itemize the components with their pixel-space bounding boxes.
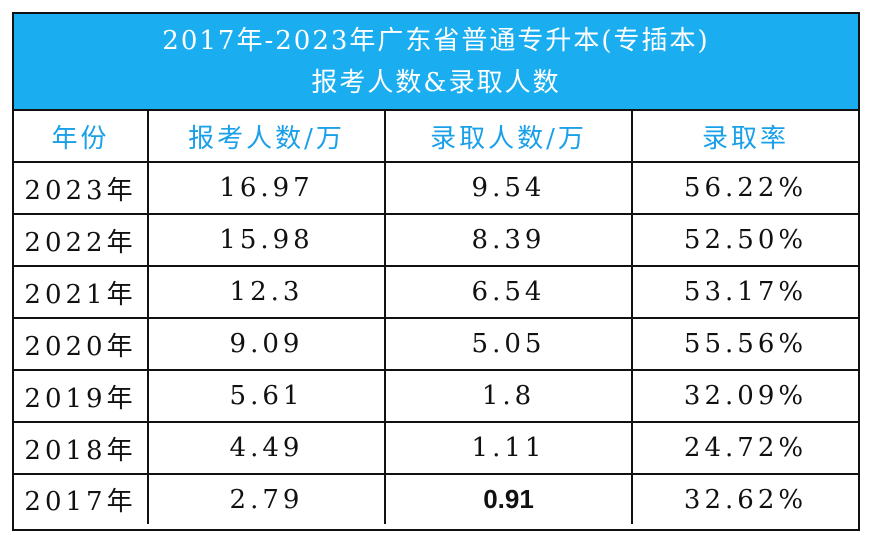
rate-cell: 56.22% xyxy=(683,173,808,203)
admitted-cell: 6.54 xyxy=(386,267,633,317)
table-row: 2018年 4.49 1.11 24.72% xyxy=(14,423,858,475)
year-cell: 2019年 xyxy=(14,371,149,421)
year-cell: 2020年 xyxy=(14,319,149,369)
table-row: 2022年 15.98 8.39 52.50% xyxy=(14,215,858,267)
column-header-admitted: 录取人数/万 xyxy=(386,111,633,161)
table-row: 2021年 12.3 6.54 53.17% xyxy=(14,267,858,319)
admitted-cell: 1.8 xyxy=(386,371,633,421)
rate-cell: 52.50% xyxy=(683,225,808,255)
year-cell: 2022年 xyxy=(14,215,149,265)
table-title-line-2: 报考人数&录取人数 xyxy=(311,67,561,98)
admitted-cell: 1.11 xyxy=(386,423,633,473)
column-header-year: 年份 xyxy=(14,111,149,161)
rate-cell: 32.62% xyxy=(683,484,808,515)
applicants-cell: 15.98 xyxy=(149,215,386,265)
column-header-row: 年份 报考人数/万 录取人数/万 录取率 xyxy=(14,111,858,163)
applicants-cell: 2.79 xyxy=(149,475,386,524)
year-cell: 2023年 xyxy=(14,163,149,213)
table-row: 2019年 5.61 1.8 32.09% xyxy=(14,371,858,423)
table-row: 2023年 16.97 9.54 56.22% xyxy=(14,163,858,215)
rate-cell: 55.56% xyxy=(683,329,808,359)
applicants-cell: 4.49 xyxy=(149,423,386,473)
rate-cell: 32.09% xyxy=(683,381,808,411)
table-title-banner: 2017年-2023年广东省普通专升本(专插本) 报考人数&录取人数 xyxy=(14,14,858,111)
year-cell: 2018年 xyxy=(14,423,149,473)
column-header-rate: 录取率 xyxy=(701,123,789,154)
applicants-cell: 12.3 xyxy=(149,267,386,317)
admitted-cell: 9.54 xyxy=(386,163,633,213)
admitted-cell: 8.39 xyxy=(386,215,633,265)
table-title-line-1: 2017年-2023年广东省普通专升本(专插本) xyxy=(162,25,710,56)
admissions-table: 2017年-2023年广东省普通专升本(专插本) 报考人数&录取人数 年份 报考… xyxy=(12,12,860,531)
column-header-applicants: 报考人数/万 xyxy=(149,111,386,161)
rate-cell: 24.72% xyxy=(683,433,808,463)
applicants-cell: 9.09 xyxy=(149,319,386,369)
year-cell: 2017年 xyxy=(14,475,149,524)
year-cell: 2021年 xyxy=(14,267,149,317)
applicants-cell: 5.61 xyxy=(149,371,386,421)
admitted-cell: 5.05 xyxy=(386,319,633,369)
applicants-cell: 16.97 xyxy=(149,163,386,213)
admitted-cell: 0.91 xyxy=(386,475,633,524)
table-row: 2020年 9.09 5.05 55.56% xyxy=(14,319,858,371)
rate-cell: 53.17% xyxy=(683,277,808,307)
table-row: 2017年 2.79 0.91 32.62% xyxy=(14,475,858,524)
